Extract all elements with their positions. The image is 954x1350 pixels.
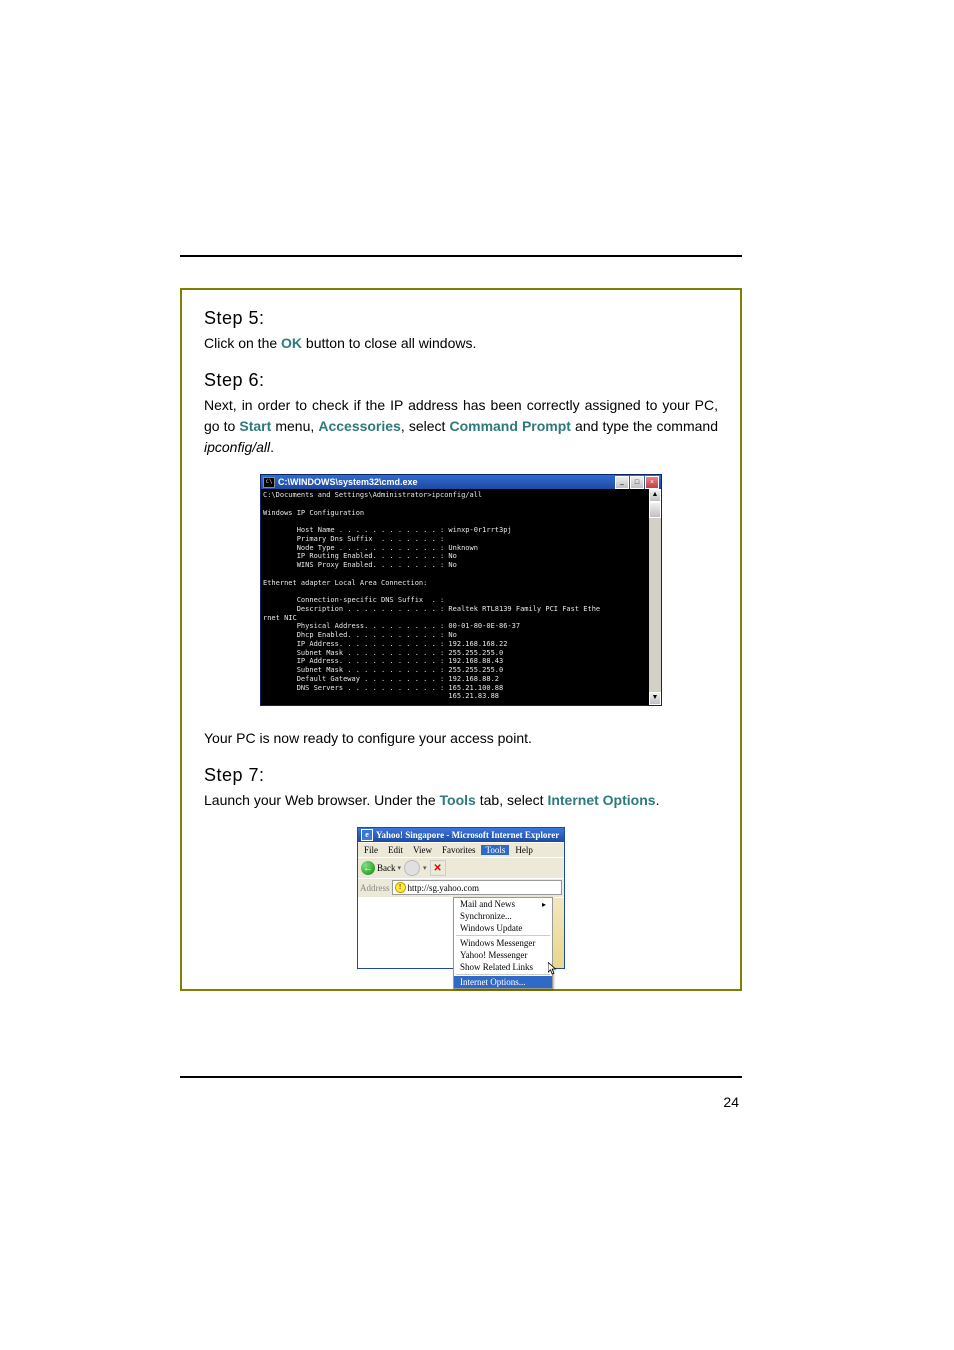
post-step6-text: Your PC is now ready to configure your a… (204, 728, 718, 749)
drop-separator-2 (456, 974, 550, 975)
back-icon: ← (361, 861, 375, 875)
scroll-up-button[interactable]: ▲ (649, 489, 661, 502)
step6-end: . (270, 439, 274, 455)
ie-title-icon: e (361, 829, 373, 841)
step6-text: Next, in order to check if the IP addres… (204, 395, 718, 458)
step6-ipconfig: ipconfig/all (204, 439, 270, 455)
drop-separator-1 (456, 935, 550, 936)
back-label: Back (377, 863, 396, 873)
forward-button[interactable] (404, 860, 420, 876)
cmd-window: c\ C:\WINDOWS\system32\cmd.exe _ □ × C:\… (260, 474, 662, 706)
stop-button[interactable]: ✕ (430, 860, 446, 876)
ie-content-area: Mail and News ▸ Synchronize... Windows U… (358, 897, 564, 968)
step6-mid3: and type the command (571, 418, 718, 434)
step7-heading: Step 7: (204, 765, 718, 786)
menu-file[interactable]: File (360, 845, 382, 855)
drop-sync[interactable]: Synchronize... (454, 910, 552, 922)
ie-address-bar: Address ! http://sg.yahoo.com (358, 878, 564, 897)
step6-mid1: menu, (271, 418, 318, 434)
cmd-scrollbar[interactable]: ▲ ▼ (649, 489, 661, 705)
step5-heading: Step 5: (204, 308, 718, 329)
address-label: Address (360, 883, 390, 893)
step6-heading: Step 6: (204, 370, 718, 391)
cmd-titlebar: c\ C:\WINDOWS\system32\cmd.exe _ □ × (261, 475, 661, 489)
step6-start: Start (239, 418, 271, 434)
ie-window: e Yahoo! Singapore - Microsoft Internet … (357, 827, 565, 969)
tools-dropdown: Mail and News ▸ Synchronize... Windows U… (453, 897, 553, 989)
top-divider (180, 255, 742, 257)
step5-pre: Click on the (204, 335, 281, 351)
cmd-title: C:\WINDOWS\system32\cmd.exe (278, 477, 614, 487)
menu-edit[interactable]: Edit (384, 845, 407, 855)
step5-post: button to close all windows. (302, 335, 476, 351)
step5-ok: OK (281, 335, 302, 351)
menu-tools[interactable]: Tools (481, 845, 509, 855)
step5-text: Click on the OK button to close all wind… (204, 333, 718, 354)
step7-mid: tab, select (476, 792, 548, 808)
drop-mail-news[interactable]: Mail and News ▸ (454, 898, 552, 910)
drop-win-update[interactable]: Windows Update (454, 922, 552, 934)
scroll-down-button[interactable]: ▼ (649, 692, 661, 705)
drop-win-msgr[interactable]: Windows Messenger (454, 937, 552, 949)
ie-scrollbar[interactable] (553, 898, 564, 968)
drop-internet-options[interactable]: Internet Options... (454, 976, 552, 988)
ie-toolbar: ← Back ▾ ▾ ✕ (358, 857, 564, 878)
scroll-track[interactable] (649, 502, 661, 692)
menu-view[interactable]: View (409, 845, 436, 855)
drop-related-links[interactable]: Show Related Links (454, 961, 552, 973)
address-input[interactable]: ! http://sg.yahoo.com (392, 880, 563, 895)
page-icon: ! (395, 882, 406, 893)
page-number: 24 (723, 1094, 739, 1110)
cmd-title-icon: c\ (263, 477, 275, 488)
step7-pre: Launch your Web browser. Under the (204, 792, 440, 808)
bottom-divider (180, 1076, 742, 1078)
back-button[interactable]: ← Back ▾ (361, 861, 401, 875)
menu-help[interactable]: Help (511, 845, 537, 855)
step7-end: . (656, 792, 660, 808)
scroll-thumb[interactable] (649, 502, 661, 518)
address-value: http://sg.yahoo.com (408, 883, 480, 893)
menu-favorites[interactable]: Favorites (438, 845, 480, 855)
back-dropdown-icon: ▾ (398, 864, 402, 872)
maximize-button[interactable]: □ (630, 476, 644, 489)
ie-titlebar: e Yahoo! Singapore - Microsoft Internet … (358, 828, 564, 842)
step6-accessories: Accessories (318, 418, 401, 434)
submenu-arrow-icon: ▸ (542, 900, 546, 909)
cmd-body-wrap: C:\Documents and Settings\Administrator>… (261, 489, 661, 705)
close-button[interactable]: × (645, 476, 659, 489)
step7-internet-options: Internet Options (547, 792, 655, 808)
step6-cmdprompt: Command Prompt (449, 418, 571, 434)
step7-text: Launch your Web browser. Under the Tools… (204, 790, 718, 811)
minimize-button[interactable]: _ (615, 476, 629, 489)
cmd-output: C:\Documents and Settings\Administrator>… (261, 489, 649, 705)
step7-tools: Tools (440, 792, 476, 808)
ie-page-body: Mail and News ▸ Synchronize... Windows U… (358, 898, 553, 968)
ie-menubar: File Edit View Favorites Tools Help (358, 842, 564, 857)
forward-dropdown-icon: ▾ (423, 864, 427, 872)
document-frame: Step 5: Click on the OK button to close … (180, 288, 742, 991)
drop-yahoo-msgr[interactable]: Yahoo! Messenger (454, 949, 552, 961)
step6-mid2: , select (401, 418, 450, 434)
drop-mail-news-label: Mail and News (460, 899, 515, 909)
ie-title: Yahoo! Singapore - Microsoft Internet Ex… (376, 830, 559, 840)
